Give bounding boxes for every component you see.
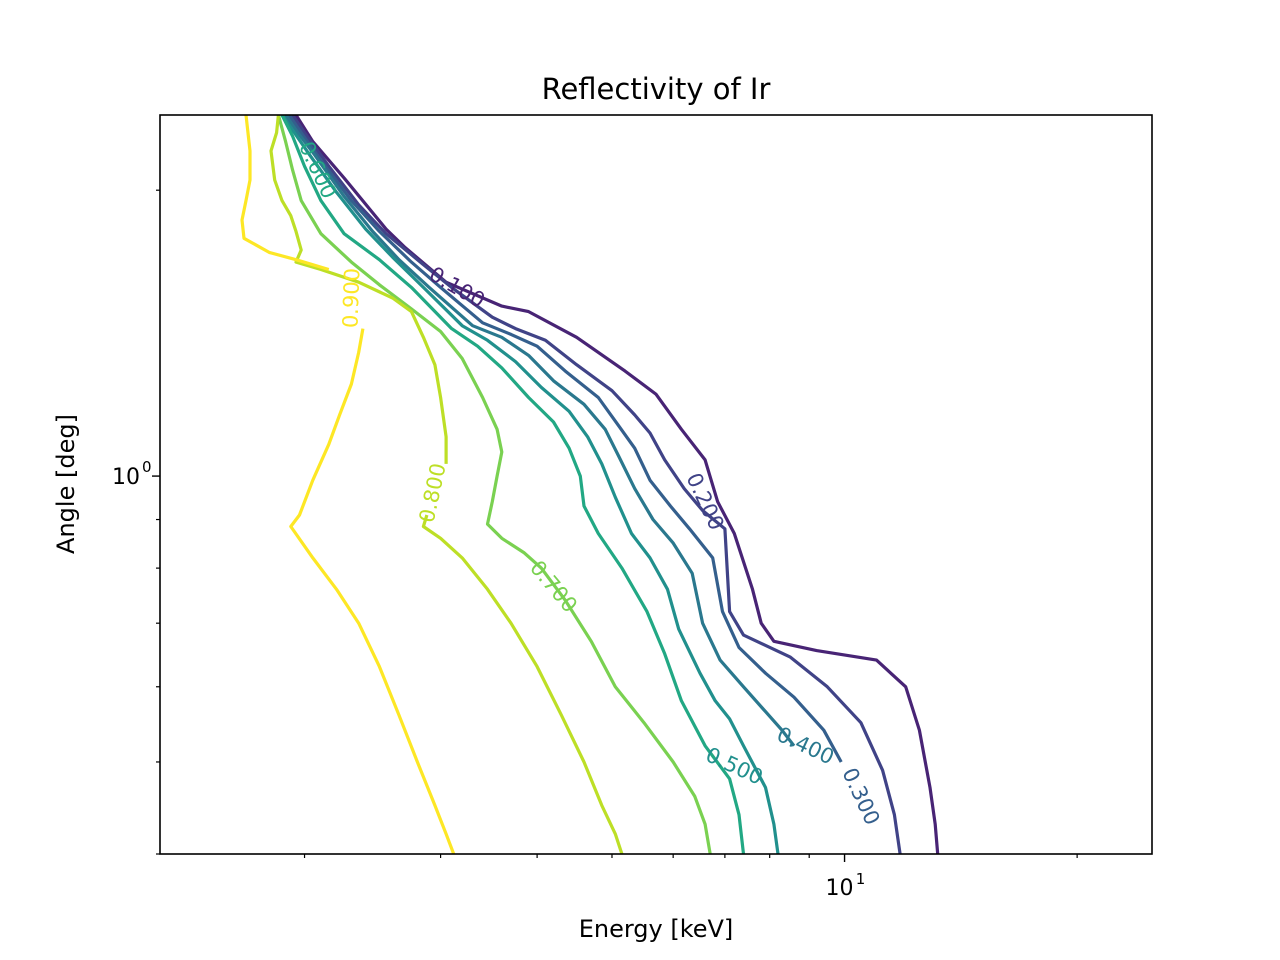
contour-line-0.8-7 [269,115,448,464]
plot-frame [159,114,1153,855]
contour-line-0.9-10 [289,328,456,854]
x-tick-exponent: 1 [856,870,866,888]
x-axis-label: Energy [keV] [579,915,734,943]
x-axis-ticks: 10 1 [303,854,1078,901]
y-tick-label: 10 [112,465,140,490]
chart-title: Reflectivity of Ir [542,72,771,106]
contour-line-0.4-3 [284,115,796,747]
contour-line-0.8-8 [421,514,624,854]
x-tick-label: 10 [826,876,854,901]
contour-line-0.5-4 [280,115,780,854]
y-axis-ticks: 10 0 [112,189,160,855]
y-axis-label: Angle [deg] [52,414,80,554]
contour-line-0.9-9 [240,115,330,272]
y-tick-exponent: 0 [142,458,152,476]
contour-label-0.900: 0.900 [338,268,364,329]
contour-line-0.6-5 [280,115,746,854]
contour-line-0.2-1 [291,115,902,854]
contour-line-0.7-6 [276,115,712,854]
contour-line-0.3-2 [287,115,843,763]
contour-lines [240,115,940,854]
